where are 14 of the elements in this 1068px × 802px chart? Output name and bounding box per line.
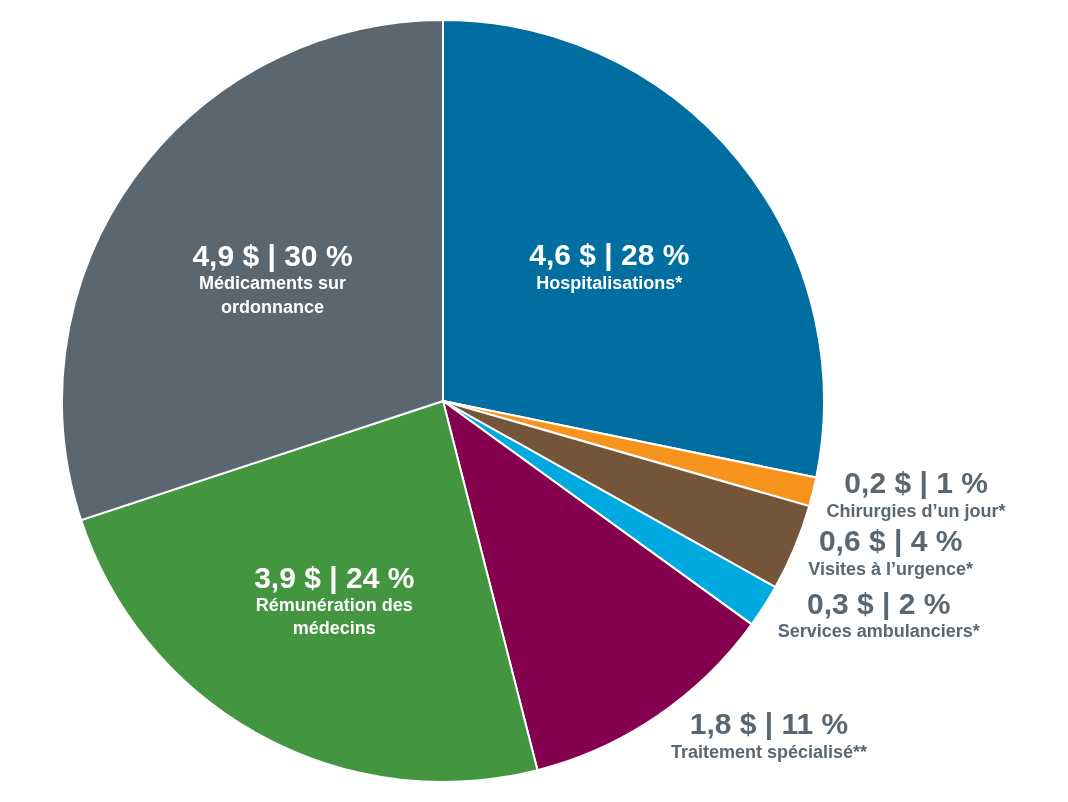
slice-label: Médicaments sur ordonnance (198, 273, 347, 317)
slice-label: Traitement spécialisé** (670, 741, 868, 762)
data-label: 4,6 $ | 28 % (529, 238, 690, 272)
data-label: 0,3 $ | 2 % (806, 586, 951, 620)
data-label: 1,8 $ | 11 % (689, 707, 849, 741)
slice-label: Services ambulanciers* (777, 621, 980, 642)
slice-label: Rémunération des médecins (255, 595, 413, 639)
data-label: 0,2 $ | 1 % (844, 466, 988, 500)
data-label: 3,9 $ | 24 % (254, 560, 415, 594)
data-label: 0,6 $ | 4 % (818, 524, 963, 558)
slice-label: Visites à l’urgence* (808, 558, 974, 579)
data-label: 4,9 $ | 30 % (192, 238, 353, 272)
slice-label: Chirurgies d’un jour* (826, 500, 1006, 521)
slice-label: Hospitalisations* (536, 272, 683, 293)
